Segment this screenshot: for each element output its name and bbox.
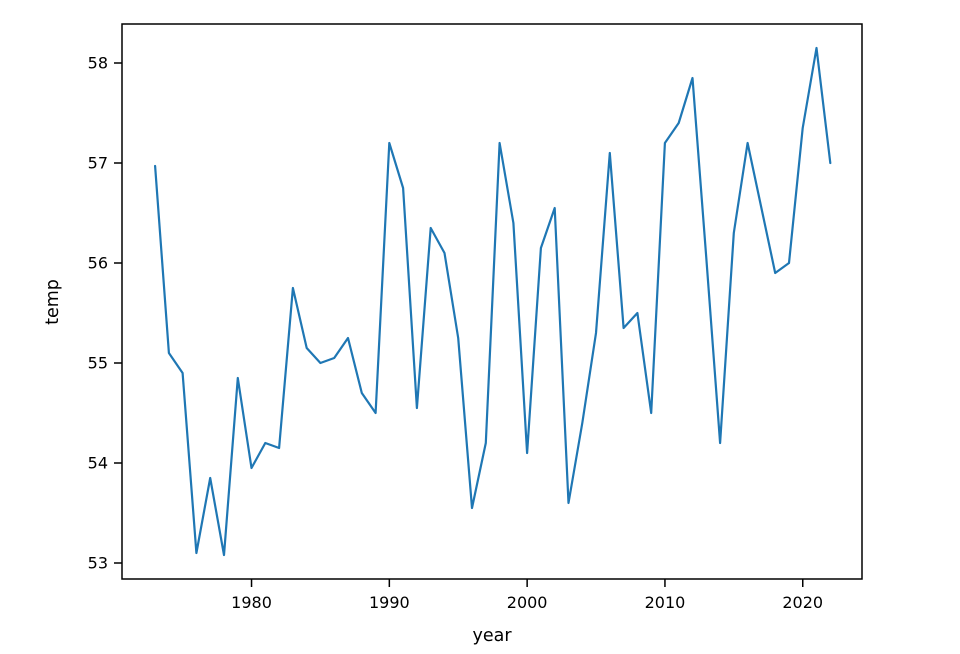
x-tick-label: 2010: [645, 593, 686, 612]
y-tick-label: 58: [88, 54, 108, 73]
x-tick-label: 1980: [231, 593, 272, 612]
x-axis-title: year: [472, 626, 512, 646]
y-tick-label: 54: [88, 454, 108, 473]
y-axis-title: temp: [43, 279, 63, 325]
plot-border: [121, 23, 863, 580]
x-tick-label: 1990: [369, 593, 410, 612]
y-tick-label: 57: [88, 154, 108, 173]
y-tick-label: 55: [88, 354, 108, 373]
x-axis-ticks: 1980 1990 2000 2010 2020: [231, 579, 823, 612]
x-tick-label: 2020: [782, 593, 823, 612]
y-axis-ticks: 53 54 55 56 57 58: [88, 54, 122, 573]
y-tick-label: 56: [88, 254, 108, 273]
x-tick-label: 2000: [507, 593, 548, 612]
y-tick-label: 53: [88, 554, 108, 573]
temp-line-series: [154, 46, 832, 557]
